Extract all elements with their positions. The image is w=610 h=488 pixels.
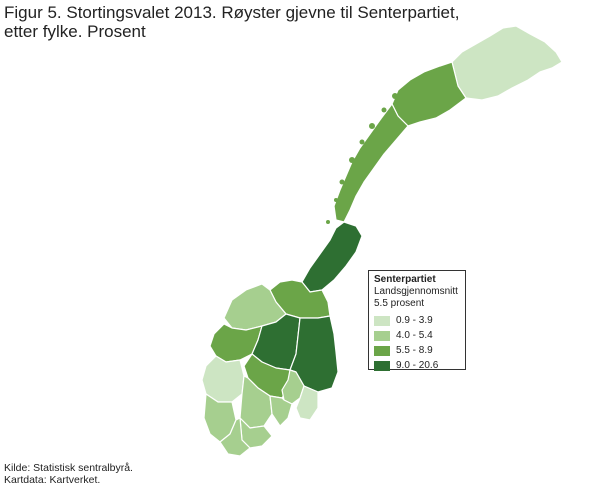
region-finnmark [451, 25, 563, 101]
legend-class-row: 9.0 - 20.6 [374, 360, 460, 372]
legend-swatch [374, 316, 390, 326]
legend-classes: 0.9 - 3.9 4.0 - 5.4 5.5 - 8.9 9.0 - 20.6 [374, 315, 460, 372]
coastal-islands [326, 93, 398, 224]
source-line-1: Kilde: Statistisk sentralbyrå. [4, 462, 133, 474]
legend-class-label: 0.9 - 3.9 [396, 315, 433, 326]
legend-average: 5.5 prosent [374, 298, 425, 309]
legend-class-label: 9.0 - 20.6 [396, 360, 439, 371]
region-nord-trondelag [301, 221, 363, 293]
region-nordland [333, 103, 409, 223]
title-line-1: Figur 5. Stortingsvalet 2013. Røyster gj… [4, 3, 460, 22]
legend-swatch [374, 361, 390, 371]
region-hedmark [289, 315, 339, 393]
legend-swatch [374, 331, 390, 341]
legend-subheading: Landsgjennomsnitt [374, 286, 458, 297]
region-ostfold [295, 385, 319, 421]
page-title: Figur 5. Stortingsvalet 2013. Røyster gj… [4, 3, 524, 41]
legend-heading: Senterpartiet [374, 274, 436, 285]
legend-class-label: 5.5 - 8.9 [396, 345, 433, 356]
source-line-2: Kartdata: Kartverket. [4, 474, 101, 486]
region-vestfold [269, 395, 293, 427]
legend-class-row: 0.9 - 3.9 [374, 315, 460, 327]
region-vest-agder [219, 417, 251, 457]
legend-swatch [374, 346, 390, 356]
map-legend: Senterpartiet Landsgjennomsnitt 5.5 pros… [368, 270, 466, 372]
legend-class-label: 4.0 - 5.4 [396, 330, 433, 341]
title-line-2: etter fylke. Prosent [4, 22, 146, 41]
source-note: Kilde: Statistisk sentralbyrå. Kartdata:… [4, 462, 133, 486]
legend-class-row: 4.0 - 5.4 [374, 330, 460, 342]
legend-class-row: 5.5 - 8.9 [374, 345, 460, 357]
region-troms [391, 61, 467, 127]
